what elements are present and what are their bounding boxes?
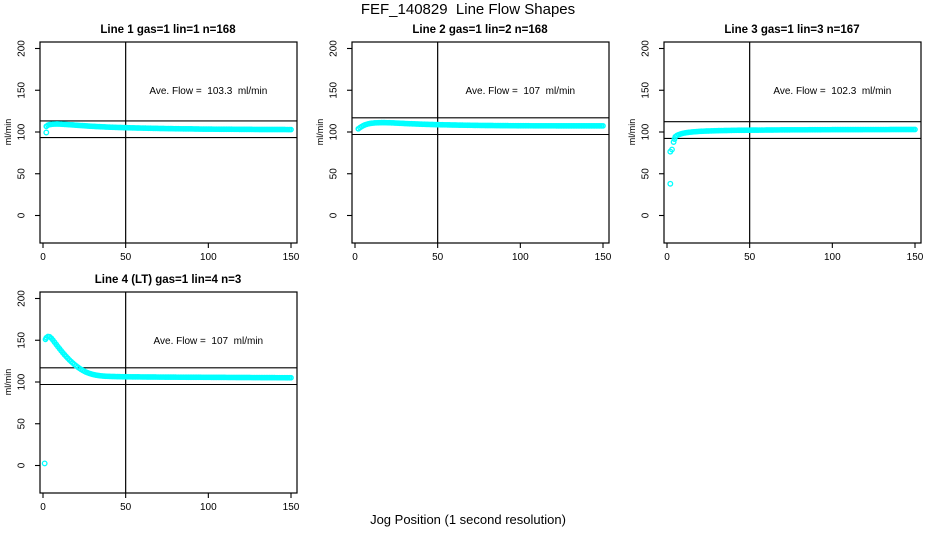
plot-box <box>39 41 298 244</box>
panel-title: Line 4 (LT) gas=1 lin=4 n=3 <box>95 274 241 286</box>
y-tick-label: 150 <box>17 331 28 348</box>
x-tick-label: 100 <box>512 252 529 263</box>
ave-flow-annotation: Ave. Flow = 107 ml/min <box>466 86 576 97</box>
x-tick-label: 0 <box>40 252 46 263</box>
plot-box <box>39 291 298 494</box>
y-tick-label: 50 <box>329 168 340 180</box>
data-point <box>912 126 918 133</box>
data-point <box>288 374 294 381</box>
x-tick-label: 100 <box>200 252 217 263</box>
data-point <box>288 126 294 133</box>
y-tick-label: 150 <box>17 81 28 98</box>
y-tick-label: 0 <box>17 212 28 218</box>
x-tick-label: 0 <box>352 252 358 263</box>
x-tick-label: 50 <box>432 252 444 263</box>
x-tick-label: 150 <box>595 252 612 263</box>
y-tick-label: 200 <box>329 40 340 57</box>
y-tick-label: 100 <box>329 123 340 140</box>
panel-title: Line 3 gas=1 lin=3 n=167 <box>724 24 859 36</box>
x-tick-label: 0 <box>664 252 670 263</box>
panel-line-3: 0 50 100 150 0 50 100 150 200 ml/min Line 3 gas=1 … <box>627 24 924 263</box>
y-axis-unit-label: ml/min <box>3 369 13 396</box>
y-axis-unit-label: ml/min <box>315 119 325 146</box>
y-tick-label: 100 <box>641 123 652 140</box>
outlier-point <box>670 139 677 145</box>
y-tick-label: 200 <box>17 290 28 307</box>
y-tick-label: 200 <box>641 40 652 57</box>
y-tick-label: 0 <box>641 212 652 218</box>
x-tick-label: 50 <box>120 502 132 513</box>
y-axis-unit-label: ml/min <box>627 119 637 146</box>
panel-line-1: 0 50 100 150 0 50 100 150 200 ml/min Line 1 gas=1 … <box>3 24 300 263</box>
y-tick-label: 50 <box>17 168 28 180</box>
y-axis-unit-label: ml/min <box>3 119 13 146</box>
data-point <box>600 123 606 129</box>
x-tick-label: 50 <box>744 252 756 263</box>
figure-title: FEF_140829 Line Flow Shapes <box>360 1 576 18</box>
outlier-point <box>671 136 678 143</box>
y-tick-label: 150 <box>329 81 340 98</box>
y-tick-label: 50 <box>17 418 28 430</box>
y-tick-label: 50 <box>641 168 652 180</box>
panel-title: Line 2 gas=1 lin=2 n=168 <box>412 24 548 36</box>
x-tick-label: 150 <box>907 252 924 263</box>
x-tick-label: 150 <box>283 502 300 513</box>
x-tick-label: 50 <box>120 252 132 263</box>
y-tick-label: 100 <box>17 123 28 140</box>
plot-box <box>663 41 922 244</box>
outlier-point <box>43 129 50 136</box>
y-tick-label: 150 <box>641 81 652 98</box>
ave-flow-annotation: Ave. Flow = 102.3 ml/min <box>773 86 891 97</box>
outlier-point <box>41 460 48 467</box>
x-tick-label: 100 <box>200 502 217 513</box>
y-tick-label: 0 <box>329 212 340 218</box>
outlier-point <box>667 180 674 187</box>
ave-flow-annotation: Ave. Flow = 107 ml/min <box>154 336 264 347</box>
plot-box <box>351 41 610 244</box>
x-tick-label: 100 <box>824 252 841 263</box>
ave-flow-annotation: Ave. Flow = 103.3 ml/min <box>149 86 267 97</box>
outlier-point <box>669 146 675 153</box>
x-axis-label: Jog Position (1 second resolution) <box>370 512 566 527</box>
panel-title: Line 1 gas=1 lin=1 n=168 <box>100 24 236 36</box>
y-tick-label: 200 <box>17 40 28 57</box>
panel-line-4: 0 50 100 150 0 50 100 150 200 ml/min Line 4 (LT) g… <box>3 274 300 513</box>
y-tick-label: 100 <box>17 373 28 390</box>
x-tick-label: 0 <box>40 502 46 513</box>
y-tick-label: 0 <box>17 462 28 468</box>
panel-line-2: 0 50 100 150 0 50 100 150 200 ml/min Line 2 gas=1 … <box>315 24 612 263</box>
x-tick-label: 150 <box>283 252 300 263</box>
